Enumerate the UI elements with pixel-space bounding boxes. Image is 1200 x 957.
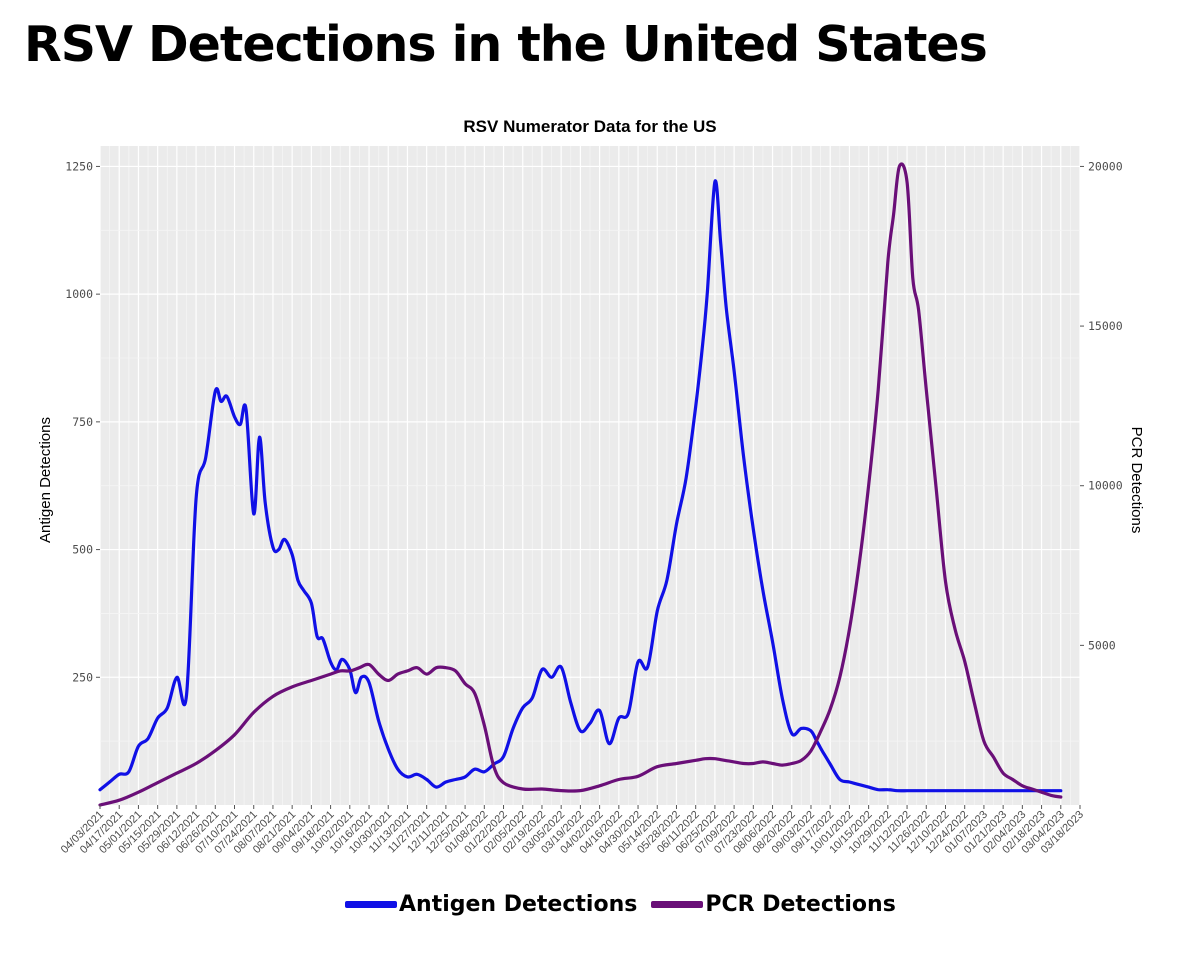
y2-axis-label: PCR Detections bbox=[1128, 427, 1145, 534]
legend-item-pcr: PCR Detections bbox=[651, 892, 896, 917]
left-tick-label: 500 bbox=[72, 543, 93, 557]
legend-label-pcr: PCR Detections bbox=[705, 892, 896, 917]
page-title: RSV Detections in the United States bbox=[24, 16, 988, 73]
gridlines bbox=[99, 146, 1081, 805]
series-lines bbox=[98, 162, 1063, 807]
right-axis-ticks: 5000 10000 15000 20000 bbox=[1080, 159, 1123, 652]
x-axis-ticks: 04/03/202104/17/202105/01/202105/15/2021… bbox=[59, 805, 1086, 856]
legend: Antigen Detections PCR Detections bbox=[345, 892, 910, 917]
right-tick-label: 10000 bbox=[1088, 479, 1123, 493]
right-tick-label: 15000 bbox=[1088, 319, 1123, 333]
left-tick-label: 750 bbox=[72, 415, 93, 429]
legend-swatch-antigen bbox=[345, 901, 397, 908]
series-line-pcr bbox=[98, 162, 1063, 807]
y-axis-label: Antigen Detections bbox=[37, 417, 54, 543]
series-line-antigen bbox=[98, 179, 1063, 793]
right-tick-label: 20000 bbox=[1088, 159, 1123, 173]
legend-item-antigen: Antigen Detections bbox=[345, 892, 637, 917]
left-tick-label: 250 bbox=[72, 670, 93, 684]
left-axis-ticks: 250 500 750 1000 1250 bbox=[65, 159, 100, 684]
legend-label-antigen: Antigen Detections bbox=[399, 892, 638, 917]
right-tick-label: 5000 bbox=[1088, 638, 1116, 652]
legend-swatch-pcr bbox=[651, 901, 704, 908]
left-tick-label: 1250 bbox=[65, 159, 93, 173]
left-tick-label: 1000 bbox=[65, 287, 93, 301]
chart-title: RSV Numerator Data for the US bbox=[463, 117, 716, 136]
